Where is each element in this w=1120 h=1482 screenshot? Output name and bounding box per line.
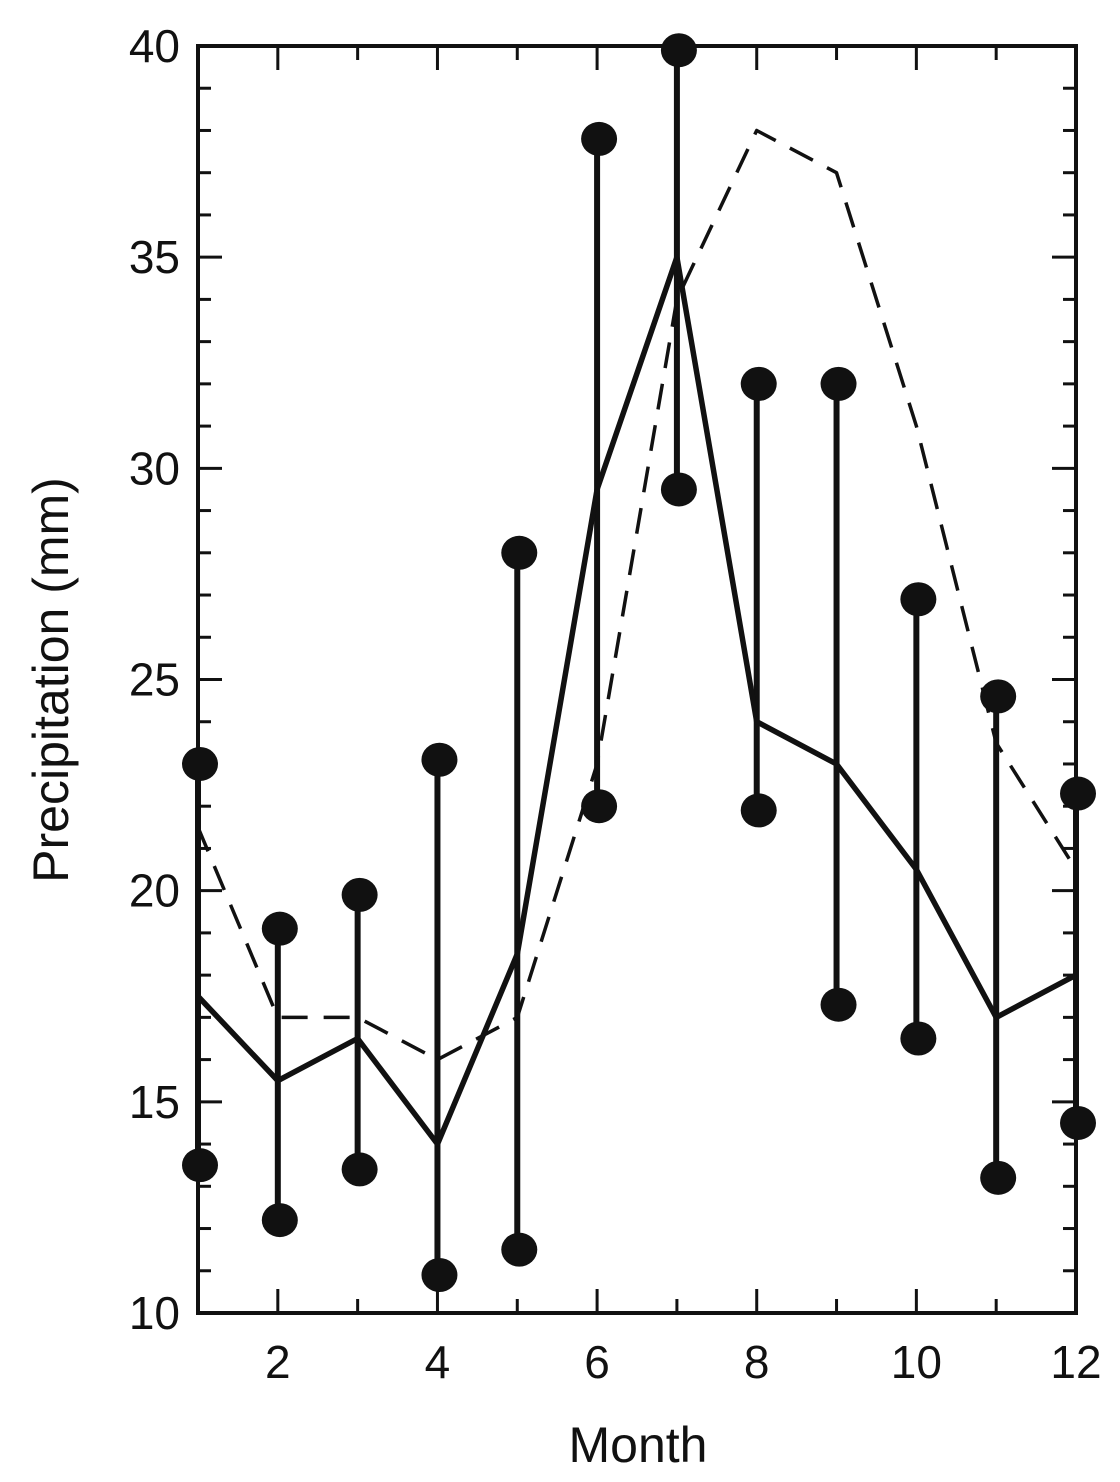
solid-series-line — [196, 254, 1078, 1147]
y-tick-labels: 10 15 20 25 30 35 40 — [129, 20, 180, 1339]
range-min-point — [740, 793, 777, 828]
y-tick-label: 15 — [129, 1076, 180, 1128]
plot-frame — [196, 44, 1078, 1315]
y-tick-label: 30 — [129, 442, 180, 494]
y-tick-label: 40 — [129, 20, 180, 72]
range-min-point — [581, 789, 618, 824]
range-min-point — [980, 1160, 1017, 1195]
range-max-point — [660, 33, 697, 68]
range-min-point — [261, 1203, 298, 1238]
range-min-point — [501, 1232, 538, 1267]
range-min-point — [660, 472, 697, 507]
range-max-point — [261, 911, 298, 946]
x-axis-title: Month — [569, 1417, 708, 1473]
x-tick-labels: 2 4 6 8 10 12 — [265, 1336, 1102, 1388]
x-tick-label: 6 — [584, 1336, 610, 1388]
range-max-point — [501, 535, 538, 570]
range-endpoints — [182, 33, 1096, 1292]
y-tick-label: 20 — [129, 865, 180, 917]
x-tick-label: 12 — [1050, 1336, 1101, 1388]
range-max-point — [820, 366, 857, 401]
y-tick-label: 35 — [129, 231, 180, 283]
range-max-point — [421, 742, 458, 777]
series-lines — [196, 128, 1078, 1147]
x-tick-label: 4 — [425, 1336, 451, 1388]
range-min-point — [820, 987, 857, 1022]
range-min-point — [900, 1021, 937, 1056]
dashed-series-line — [196, 128, 1078, 1062]
range-max-point — [980, 679, 1017, 714]
range-bars — [195, 50, 1079, 1275]
x-tick-label: 10 — [891, 1336, 942, 1388]
range-max-point — [900, 582, 937, 617]
range-max-point — [341, 877, 378, 912]
range-max-point — [581, 121, 618, 156]
range-max-point — [740, 366, 777, 401]
range-min-point — [421, 1257, 458, 1292]
x-tick-label: 8 — [744, 1336, 770, 1388]
range-min-point — [341, 1152, 378, 1187]
y-axis-title: Precipitation (mm) — [23, 477, 79, 883]
y-tick-label: 10 — [129, 1287, 180, 1339]
x-tick-label: 2 — [265, 1336, 291, 1388]
y-tick-label: 25 — [129, 654, 180, 706]
